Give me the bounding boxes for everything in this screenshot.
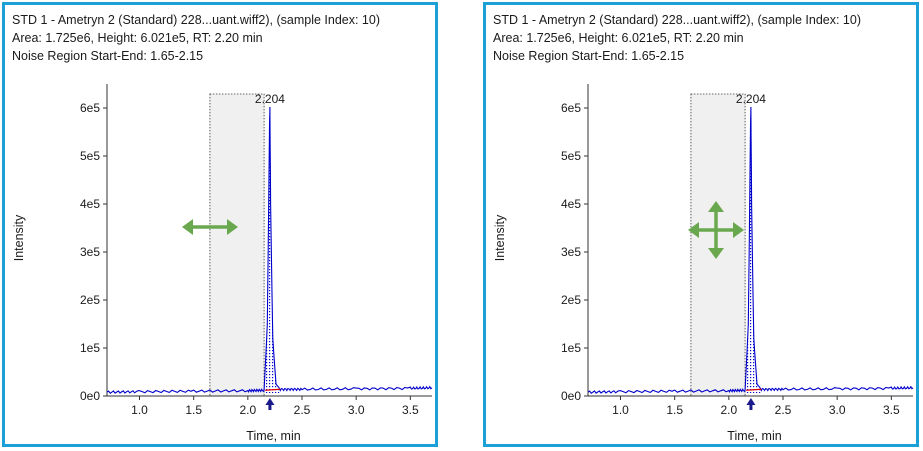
rt-marker-icon [746,398,756,410]
x-tick-label: 3.0 [348,403,365,417]
peak-area [745,106,762,393]
chromatogram-trace [106,106,433,394]
y-tick-label: 4e5 [80,197,100,211]
chromatogram-plot[interactable]: 0e0 1e5 2e5 3e5 4e5 5e5 6e5 1.0 1.5 2.0 2.5 3.0 3.5 T… [5,5,435,444]
noise-region [690,93,746,397]
noise-region-text: Noise Region Start-End: 1.65-2.15 [493,49,685,63]
peak-baseline [746,388,762,391]
arrow-head-right [733,222,744,238]
arrow-head-up [708,201,724,212]
peak-label: 2.204 [736,92,766,106]
x-tick-label: 1.5 [666,403,683,417]
y-tick-label: 0e0 [561,389,581,403]
rt-marker-icon [265,398,275,410]
y-tick-label: 2e5 [80,293,100,307]
move-arrows-icon [688,201,744,259]
chromatogram-pane-left[interactable]: STD 1 - Ametryn 2 (Standard) 228...uant.… [2,2,438,447]
sample-title: STD 1 - Ametryn 2 (Standard) 228...uant.… [493,13,861,27]
y-tick-label: 3e5 [80,245,100,259]
y-axis-label: Intensity [12,214,26,261]
noise-region [209,93,265,397]
peak-stats: Area: 1.725e6, Height: 6.021e5, RT: 2.20… [12,31,263,45]
peak-label: 2.204 [255,92,285,106]
arrow-head-right [227,219,238,235]
x-tick-label: 2.0 [720,403,737,417]
noise-region-text: Noise Region Start-End: 1.65-2.15 [12,49,204,63]
chromatogram-trace [587,106,914,394]
x-tick-label: 2.5 [294,403,311,417]
peak-area [264,106,281,393]
x-tick-label: 3.5 [402,403,419,417]
y-tick-label: 5e5 [561,149,581,163]
arrow-head-left [688,222,699,238]
x-tick-label: 2.0 [239,403,256,417]
y-tick-label: 6e5 [561,101,581,115]
y-tick-label: 4e5 [561,197,581,211]
x-tick-label: 1.5 [185,403,202,417]
y-tick-label: 1e5 [561,341,581,355]
y-tick-label: 6e5 [80,101,100,115]
x-tick-label: 1.0 [131,403,148,417]
x-tick-label: 3.5 [883,403,900,417]
x-tick-label: 1.0 [612,403,629,417]
arrow-head-left [182,219,193,235]
y-tick-label: 2e5 [561,293,581,307]
arrow-head-down [708,248,724,259]
peak-baseline [265,388,281,391]
sample-title: STD 1 - Ametryn 2 (Standard) 228...uant.… [12,13,380,27]
chromatogram-plot[interactable]: 0e0 1e5 2e5 3e5 4e5 5e5 6e5 1.0 1.5 2.0 2.5 3.0 3.5 T… [486,5,916,444]
x-tick-label: 3.0 [829,403,846,417]
y-tick-label: 5e5 [80,149,100,163]
y-tick-label: 3e5 [561,245,581,259]
chromatogram-pane-right[interactable]: STD 1 - Ametryn 2 (Standard) 228...uant.… [483,2,919,447]
y-tick-label: 0e0 [80,389,100,403]
y-axis-label: Intensity [493,214,507,261]
x-tick-label: 2.5 [775,403,792,417]
x-axis-label: Time, min [727,429,781,443]
peak-stats: Area: 1.725e6, Height: 6.021e5, RT: 2.20… [493,31,744,45]
x-axis-label: Time, min [246,429,300,443]
y-tick-label: 1e5 [80,341,100,355]
horizontal-resize-arrow-icon [182,219,238,235]
